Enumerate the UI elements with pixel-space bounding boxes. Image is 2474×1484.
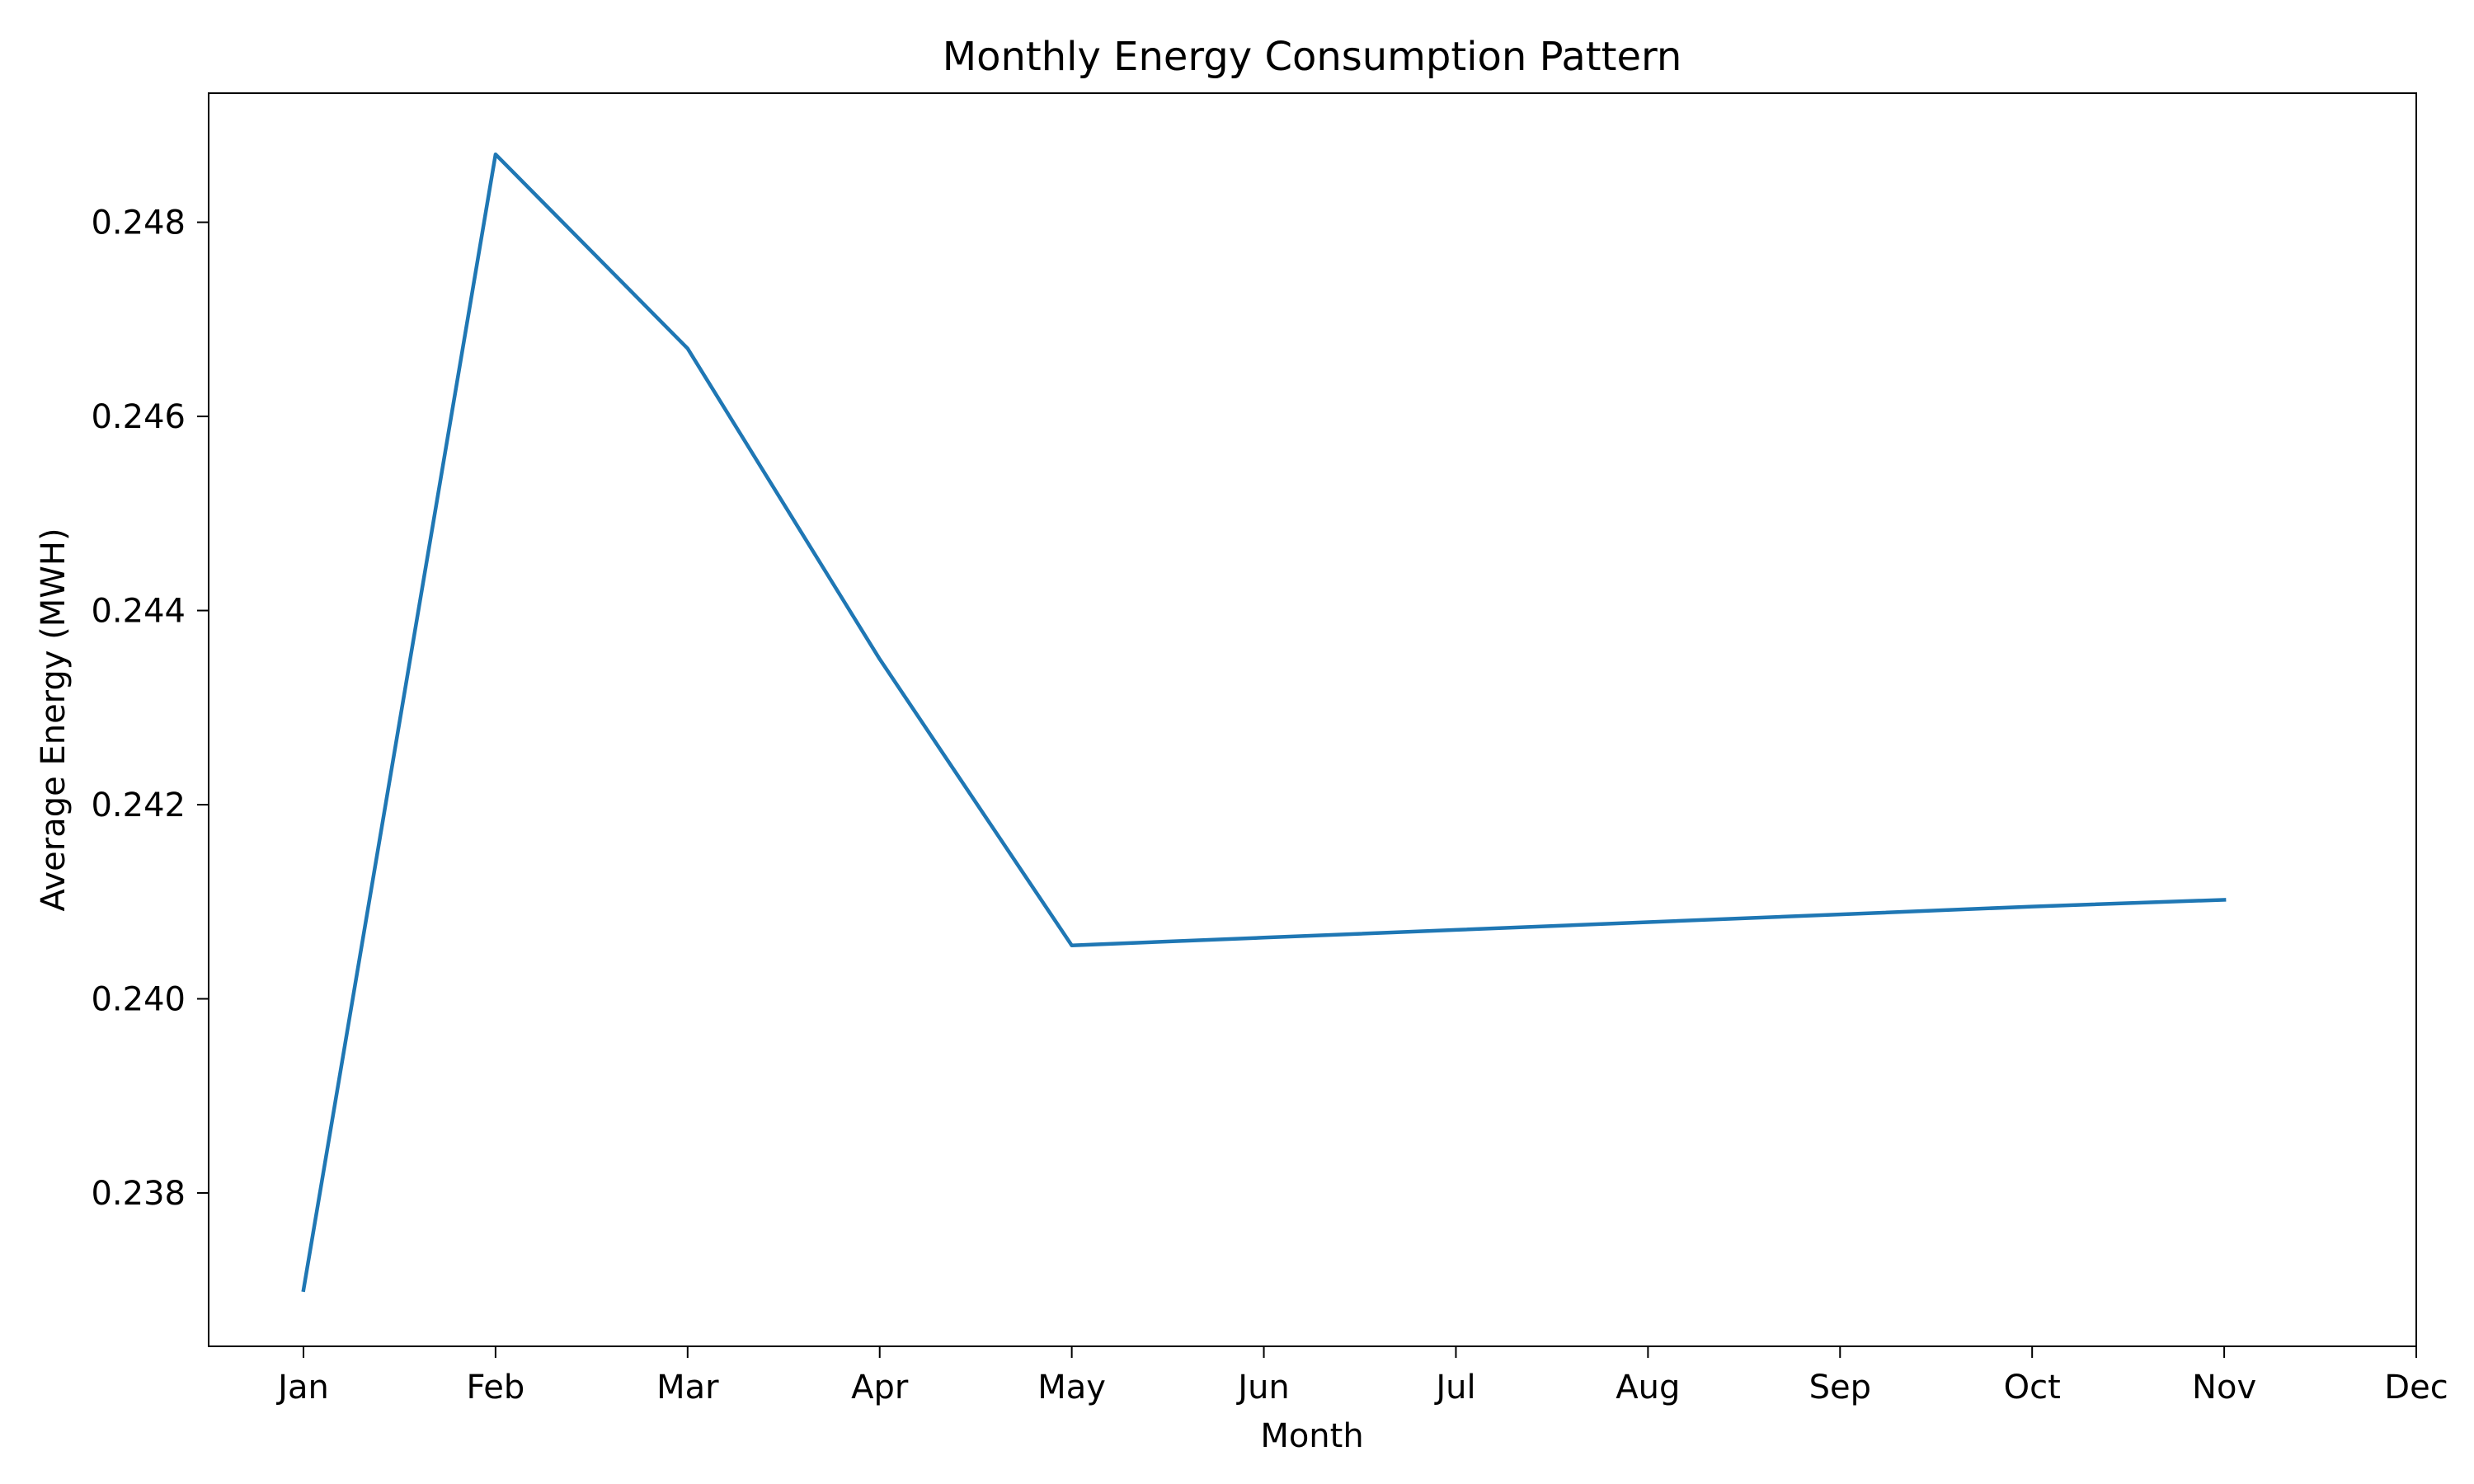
chart-title: Monthly Energy Consumption Pattern (943, 34, 1682, 80)
x-tick-label: Nov (2192, 1369, 2256, 1407)
y-tick-label: 0.244 (91, 593, 186, 631)
y-tick-label: 0.248 (91, 204, 186, 242)
x-tick-label: Oct (2004, 1369, 2061, 1407)
x-tick-label: Aug (1616, 1369, 1680, 1407)
y-tick-label: 0.238 (91, 1175, 186, 1213)
x-axis-label: Month (1260, 1417, 1363, 1455)
series-layer (301, 152, 2227, 1293)
x-tick-label: Jul (1433, 1369, 1475, 1407)
x-tick-label: Mar (656, 1369, 719, 1407)
x-tick-label: Sep (1809, 1369, 1871, 1407)
x-axis: Jan Feb Mar Apr May Jun Jul Aug Sep Oct Nov Dec (275, 1346, 2448, 1407)
y-tick-label: 0.242 (91, 787, 186, 824)
x-tick-label: Dec (2384, 1369, 2448, 1407)
x-tick-label: Jan (275, 1369, 329, 1407)
plot-frame (208, 92, 2417, 1347)
x-tick-label: Jun (1235, 1369, 1290, 1407)
y-axis-label: Average Energy (MWH) (35, 528, 73, 911)
y-axis: 0.238 0.240 0.242 0.244 0.246 0.248 (91, 204, 209, 1213)
x-tick-label: Feb (466, 1369, 524, 1407)
x-tick-label: Apr (851, 1369, 909, 1407)
x-tick-label: May (1037, 1369, 1106, 1407)
y-tick-label: 0.246 (91, 398, 186, 436)
series-line (301, 152, 2227, 1293)
y-tick-label: 0.240 (91, 980, 186, 1018)
